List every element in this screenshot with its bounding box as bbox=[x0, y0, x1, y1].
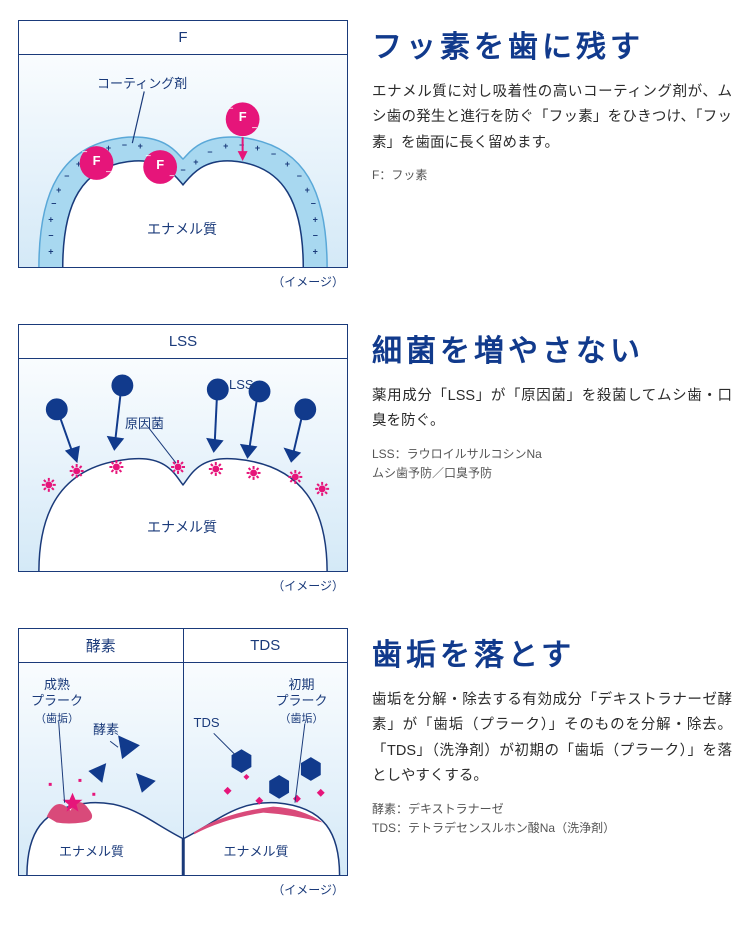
svg-text:+: + bbox=[48, 215, 53, 225]
text-plaque: 歯垢を落とす 歯垢を分解・除去する有効成分「デキストラナーゼ酵素」が「歯垢（プラ… bbox=[372, 628, 732, 898]
svg-text:−: − bbox=[169, 171, 175, 182]
description: エナメル質に対し吸着性の高いコーティング剤が、ムシ歯の発生と進行を防ぐ「フッ素」… bbox=[372, 80, 732, 156]
panel-body: +−+ −+− +−+ −+− +−+ −+− +−+ −+− +−+ bbox=[19, 55, 347, 268]
panel-plaque: 酵素 TDS bbox=[18, 628, 348, 876]
note: LSS：ラウロイルサルコシンNa bbox=[372, 445, 732, 464]
caption: （イメージ） bbox=[18, 881, 348, 898]
early-plaque-label: 初期 プラーク （歯垢） bbox=[276, 677, 328, 726]
svg-text:+: + bbox=[223, 141, 228, 151]
panel-header-label: LSS bbox=[19, 325, 347, 358]
svg-text:−: − bbox=[48, 231, 53, 241]
panel-header-enzyme: 酵素 bbox=[19, 629, 183, 662]
svg-text:−: − bbox=[64, 171, 69, 181]
heading: 歯垢を落とす bbox=[372, 630, 732, 674]
panel-lss: LSS bbox=[18, 324, 348, 572]
panel-header: F bbox=[19, 21, 347, 55]
svg-text:−: − bbox=[145, 151, 151, 162]
row-plaque: 酵素 TDS bbox=[18, 628, 732, 898]
tds-label: TDS bbox=[194, 715, 220, 730]
heading: フッ素を歯に残す bbox=[372, 22, 732, 66]
note: ムシ歯予防／口臭予防 bbox=[372, 464, 732, 483]
svg-text:−: − bbox=[207, 147, 212, 157]
enzyme-label: 酵素 bbox=[93, 719, 119, 738]
panel-header-tds: TDS bbox=[183, 629, 348, 662]
svg-text:+: + bbox=[48, 246, 53, 256]
note: 酵素：デキストラナーゼ bbox=[372, 800, 732, 819]
mature-plaque-label: 成熟 プラーク （歯垢） bbox=[31, 677, 83, 726]
panel-body: LSS 原因菌 エナメル質 bbox=[19, 359, 347, 572]
row-lss: LSS bbox=[18, 324, 732, 594]
description: 薬用成分「LSS」が「原因菌」を殺菌してムシ歯・口臭を防ぐ。 bbox=[372, 384, 732, 435]
svg-text:+: + bbox=[56, 185, 61, 195]
enamel-label: エナメル質 bbox=[147, 517, 217, 537]
svg-text:F: F bbox=[239, 109, 247, 124]
svg-text:−: − bbox=[313, 231, 318, 241]
svg-text:−: − bbox=[271, 149, 276, 159]
svg-text:−: − bbox=[228, 103, 234, 114]
figure-fluoride: F +−+ −+− +−+ −+− +−+ −+− +−+ −+− bbox=[18, 20, 348, 290]
panel-right: TDS 初期 プラーク （歯垢） エナメル質 bbox=[183, 663, 348, 876]
panel-header: 酵素 TDS bbox=[19, 629, 347, 663]
enamel-label: エナメル質 bbox=[147, 219, 217, 239]
svg-text:+: + bbox=[305, 185, 310, 195]
svg-text:−: − bbox=[106, 167, 112, 178]
svg-text:+: + bbox=[313, 215, 318, 225]
panel-header-label: F bbox=[19, 21, 347, 54]
svg-text:+: + bbox=[255, 143, 260, 153]
note: F：フッ素 bbox=[372, 166, 732, 185]
figure-lss: LSS bbox=[18, 324, 348, 594]
enamel-label: エナメル質 bbox=[59, 841, 124, 860]
text-lss: 細菌を増やさない 薬用成分「LSS」が「原因菌」を殺菌してムシ歯・口臭を防ぐ。 … bbox=[372, 324, 732, 594]
lss-label: LSS bbox=[229, 377, 254, 392]
cause-label: 原因菌 bbox=[125, 413, 164, 432]
enamel-label: エナメル質 bbox=[224, 841, 289, 860]
caption: （イメージ） bbox=[18, 577, 348, 594]
svg-text:−: − bbox=[252, 123, 258, 134]
svg-text:+: + bbox=[313, 246, 318, 256]
svg-text:+: + bbox=[193, 157, 198, 167]
svg-text:−: − bbox=[311, 199, 316, 209]
svg-text:F: F bbox=[93, 153, 101, 168]
panel-header: LSS bbox=[19, 325, 347, 359]
lss-diagram bbox=[19, 359, 347, 572]
svg-text:−: − bbox=[122, 140, 127, 150]
svg-text:F: F bbox=[156, 157, 164, 172]
svg-text:−: − bbox=[297, 171, 302, 181]
caption: （イメージ） bbox=[18, 273, 348, 290]
svg-text:+: + bbox=[285, 159, 290, 169]
panel-left: 成熟 プラーク （歯垢） 酵素 エナメル質 bbox=[19, 663, 183, 876]
panel-body: 成熟 プラーク （歯垢） 酵素 エナメル質 bbox=[19, 663, 347, 876]
figure-plaque: 酵素 TDS bbox=[18, 628, 348, 898]
note: TDS：テトラデセンスルホン酸Na（洗浄剤） bbox=[372, 819, 732, 838]
description: 歯垢を分解・除去する有効成分「デキストラナーゼ酵素」が「歯垢（プラーク）」そのも… bbox=[372, 688, 732, 790]
svg-text:−: − bbox=[82, 147, 88, 158]
text-fluoride: フッ素を歯に残す エナメル質に対し吸着性の高いコーティング剤が、ムシ歯の発生と進… bbox=[372, 20, 732, 290]
panel-fluoride: F +−+ −+− +−+ −+− +−+ −+− +−+ −+− bbox=[18, 20, 348, 268]
svg-text:+: + bbox=[138, 141, 143, 151]
row-fluoride: F +−+ −+− +−+ −+− +−+ −+− +−+ −+− bbox=[18, 20, 732, 290]
coating-label: コーティング剤 bbox=[97, 73, 187, 92]
svg-text:−: − bbox=[180, 165, 185, 175]
svg-text:−: − bbox=[51, 199, 56, 209]
heading: 細菌を増やさない bbox=[372, 326, 732, 370]
